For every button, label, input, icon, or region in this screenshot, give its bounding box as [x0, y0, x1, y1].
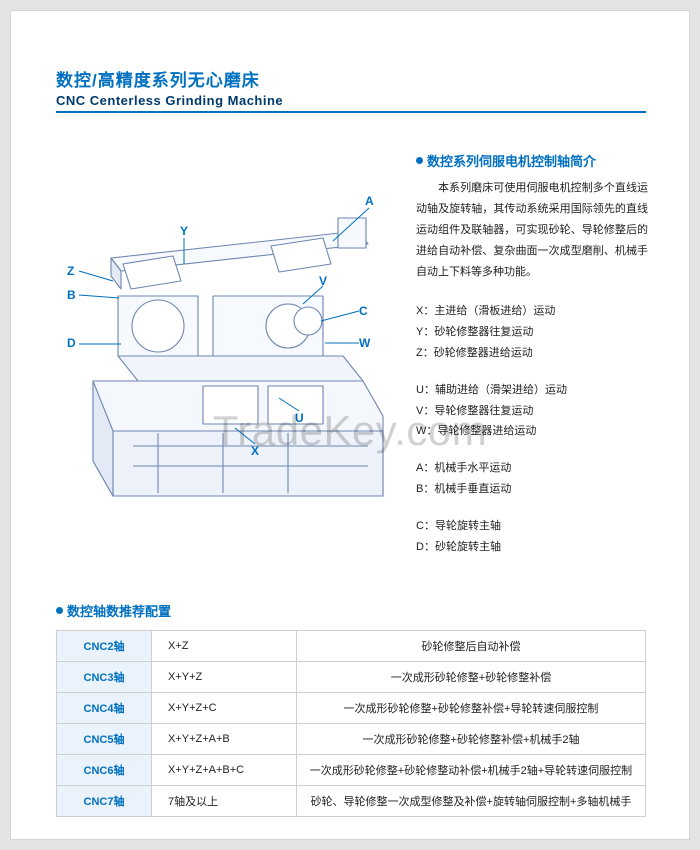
axis-line: Z：砂轮修整器进给运动 — [416, 343, 648, 364]
table-row: CNC6轴X+Y+Z+A+B+C一次成形砂轮修整+砂轮修整动补偿+机械手2轴+导… — [57, 755, 646, 786]
axis-line: U：辅助进给（滑架进给）运动 — [416, 380, 648, 401]
machine-svg — [63, 186, 393, 526]
diagram-label: A — [365, 194, 374, 208]
axis-line: C：导轮旋转主轴 — [416, 516, 648, 537]
table-cell: 一次成形砂轮修整+砂轮修整补偿+机械手2轴 — [297, 724, 646, 755]
table-cell: CNC3轴 — [57, 662, 152, 693]
table-cell: CNC4轴 — [57, 693, 152, 724]
diagram-label: D — [67, 336, 76, 350]
table-row: CNC5轴X+Y+Z+A+B一次成形砂轮修整+砂轮修整补偿+机械手2轴 — [57, 724, 646, 755]
title-block: 数控/高精度系列无心磨床 CNC Centerless Grinding Mac… — [56, 66, 283, 108]
table-cell: X+Y+Z+C — [152, 693, 297, 724]
diagram-label: V — [319, 274, 327, 288]
table-cell: 砂轮、导轮修整一次成型修整及补偿+旋转轴伺服控制+多轴机械手 — [297, 786, 646, 817]
config-table: CNC2轴X+Z砂轮修整后自动补偿CNC3轴X+Y+Z一次成形砂轮修整+砂轮修整… — [56, 630, 646, 817]
axis-line: Y：砂轮修整器往复运动 — [416, 322, 648, 343]
diagram-label: W — [359, 336, 370, 350]
axis-line: X：主进给（滑板进给）运动 — [416, 301, 648, 322]
machine-diagram: A Y ZB V C D W U X — [63, 186, 393, 526]
table-cell: 7轴及以上 — [152, 786, 297, 817]
title-rule — [56, 111, 646, 113]
page-title-en: CNC Centerless Grinding Machine — [56, 93, 283, 108]
diagram-label: Z — [67, 264, 74, 278]
table-row: CNC7轴7轴及以上砂轮、导轮修整一次成型修整及补偿+旋转轴伺服控制+多轴机械手 — [57, 786, 646, 817]
axis-group: A：机械手水平运动B：机械手垂直运动 — [416, 458, 648, 500]
axis-line: V：导轮修整器往复运动 — [416, 401, 648, 422]
axis-group: C：导轮旋转主轴D：砂轮旋转主轴 — [416, 516, 648, 558]
axis-definitions: X：主进给（滑板进给）运动Y：砂轮修整器往复运动Z：砂轮修整器进给运动 U：辅助进… — [416, 301, 648, 574]
table-cell: X+Y+Z+A+B — [152, 724, 297, 755]
config-heading: 数控轴数推荐配置 — [56, 601, 646, 620]
diagram-label: B — [67, 288, 76, 302]
diagram-label: Y — [180, 224, 188, 238]
table-cell: 一次成形砂轮修整+砂轮修整补偿 — [297, 662, 646, 693]
table-row: CNC4轴X+Y+Z+C一次成形砂轮修整+砂轮修整补偿+导轮转速伺服控制 — [57, 693, 646, 724]
diagram-label: U — [295, 411, 304, 425]
table-cell: X+Z — [152, 631, 297, 662]
intro-section: 数控系列伺服电机控制轴简介 本系列磨床可使用伺服电机控制多个直线运动轴及旋转轴，… — [416, 151, 648, 282]
page-title-cn: 数控/高精度系列无心磨床 — [56, 66, 283, 91]
table-cell: X+Y+Z+A+B+C — [152, 755, 297, 786]
table-row: CNC3轴X+Y+Z一次成形砂轮修整+砂轮修整补偿 — [57, 662, 646, 693]
axis-group: X：主进给（滑板进给）运动Y：砂轮修整器往复运动Z：砂轮修整器进给运动 — [416, 301, 648, 364]
axis-line: A：机械手水平运动 — [416, 458, 648, 479]
axis-group: U：辅助进给（滑架进给）运动V：导轮修整器往复运动W：导轮修整器进给运动 — [416, 380, 648, 443]
page: 数控/高精度系列无心磨床 CNC Centerless Grinding Mac… — [10, 10, 690, 840]
table-cell: X+Y+Z — [152, 662, 297, 693]
intro-heading: 数控系列伺服电机控制轴简介 — [416, 151, 648, 170]
config-table-section: 数控轴数推荐配置 CNC2轴X+Z砂轮修整后自动补偿CNC3轴X+Y+Z一次成形… — [56, 601, 646, 817]
table-cell: CNC7轴 — [57, 786, 152, 817]
axis-line: D：砂轮旋转主轴 — [416, 537, 648, 558]
axis-line: B：机械手垂直运动 — [416, 479, 648, 500]
table-cell: 砂轮修整后自动补偿 — [297, 631, 646, 662]
intro-body: 本系列磨床可使用伺服电机控制多个直线运动轴及旋转轴，其传动系统采用国际领先的直线… — [416, 178, 648, 282]
table-cell: CNC6轴 — [57, 755, 152, 786]
table-cell: CNC5轴 — [57, 724, 152, 755]
table-cell: 一次成形砂轮修整+砂轮修整补偿+导轮转速伺服控制 — [297, 693, 646, 724]
table-cell: 一次成形砂轮修整+砂轮修整动补偿+机械手2轴+导轮转速伺服控制 — [297, 755, 646, 786]
diagram-label: C — [359, 304, 368, 318]
table-cell: CNC2轴 — [57, 631, 152, 662]
table-row: CNC2轴X+Z砂轮修整后自动补偿 — [57, 631, 646, 662]
diagram-label: X — [251, 444, 259, 458]
axis-line: W：导轮修整器进给运动 — [416, 421, 648, 442]
